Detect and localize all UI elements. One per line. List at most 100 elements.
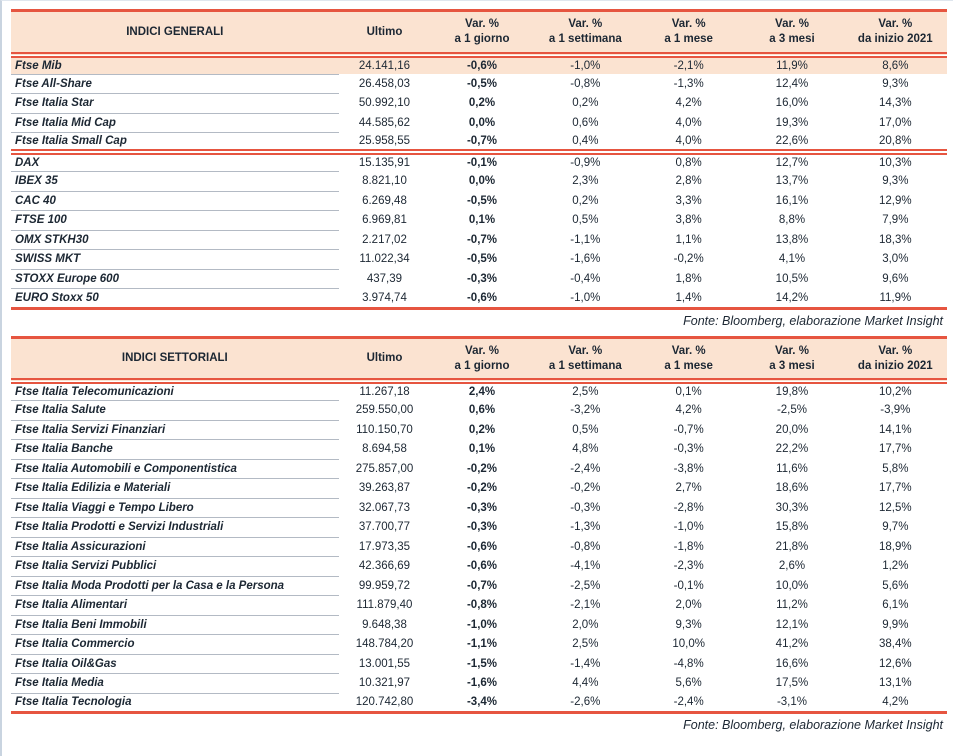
var-3months-value: 2,6% [778,560,806,573]
var-1day-value: -0,3% [466,521,498,534]
ultimo-value: 11.022,34 [359,253,410,266]
indici-settoriali-section: INDICI SETTORIALI Ultimo Var. % a 1 giorno… [11,335,947,739]
table-header-row: INDICI GENERALI Ultimo Var. % a 1 giorno Va… [11,9,947,58]
var-ytd-value: 38,4% [879,638,912,651]
var-1month-value: 9,3% [675,618,702,631]
var-1week-value: -2,4% [570,462,601,475]
var-1day-value: -0,2% [466,482,498,495]
index-name: EURO Stoxx 50 [11,288,339,310]
column-header: Var. % a 3 mesi [740,335,844,384]
var-3months-value: 21,8% [775,540,809,553]
var-3months-value: 11,2% [776,599,808,612]
var-ytd-value: 6,1% [882,599,909,612]
index-name: Ftse Italia Edilizia e Materiali [11,478,339,499]
var-1day-value: -0,8% [466,599,498,612]
column-header: Var. % a 1 mese [636,9,741,58]
var-1week-value: -3,2% [570,404,601,417]
table-row: EURO Stoxx 50 3.974,74 -0,6% -1,0% 1,4% 14,2%… [11,288,947,310]
var-1day-value: 0,1% [468,214,496,227]
var-1week-value: -2,5% [570,579,601,592]
var-1day-value: -0,7% [466,233,498,246]
var-1month-value: -1,3% [673,77,704,90]
ultimo-value: 24.141,16 [338,54,431,74]
column-header: Var. % da inizio 2021 [843,9,947,58]
index-name: Ftse Italia Media [11,673,339,694]
index-name: Ftse Italia Banche [11,439,339,460]
table-row: Ftse Italia Commercio 148.784,20 -1,1% 2,5%… [11,634,947,655]
var-1month-value: 2,0% [675,599,702,612]
column-header: Var. % a 1 settimana [533,9,637,58]
table-row: Ftse Italia Tecnologia 120.742,80 -3,4% -2,… [11,693,947,714]
var-1day-value: -1,5% [466,657,498,670]
var-1week-value: -2,1% [570,599,601,612]
var-3months-value: 4,1% [778,253,806,266]
var-ytd-value: 7,9% [882,214,909,227]
ultimo-value: 99.959,72 [358,579,411,592]
table-title: INDICI SETTORIALI [11,335,339,384]
var-1month-value: 10,0% [672,638,705,651]
table-title: INDICI GENERALI [11,9,339,58]
index-name: Ftse Italia Viaggi e Tempo Libero [11,498,339,518]
ultimo-value: 2.217,02 [362,233,407,246]
var-ytd-value: 9,3% [882,175,909,188]
var-1day-value: 0,2% [468,423,496,436]
var-3months-value: 18,6% [775,482,809,495]
var-1day-value: -0,6% [466,540,498,553]
var-1month-value: -2,8% [673,501,704,514]
var-3months-value: 41,2% [775,638,809,651]
index-name: Ftse Italia Small Cap [11,132,339,155]
var-ytd-value: 17,0% [879,116,912,129]
var-1week-value: -0,8% [570,77,601,90]
var-ytd-value: 17,7% [879,482,912,495]
ultimo-value: 9.648,38 [362,618,407,631]
var-3months-value: 11,6% [776,462,808,475]
var-1day-value: -1,6% [466,677,498,690]
var-1day-value: -0,2% [466,462,498,475]
table-row: DAX 15.135,91 -0,1% -0,9% 0,8% 12,7% 10,3% [11,152,947,172]
var-1day-value: 0,0% [468,116,496,129]
var-1day-value: 0,1% [468,443,496,456]
var-1week-value: -0,9% [570,157,601,170]
ultimo-value: 111.879,40 [356,599,413,612]
table-row: Ftse Italia Servizi Pubblici 42.366,69 -0,… [11,556,947,577]
var-3months-value: 22,2% [775,443,809,456]
var-3months-value: 10,0% [775,579,809,592]
ultimo-value: 8.694,58 [362,443,407,456]
table-row: Ftse Italia Moda Prodotti per la Casa e … [11,576,947,596]
table-row: Ftse Italia Media 10.321,97 -1,6% 4,4% 5,6% 1… [11,673,947,694]
column-header: Var. % da inizio 2021 [843,335,947,384]
var-1day-value: -0,3% [466,501,498,514]
column-header: Var. % a 1 settimana [533,335,637,384]
source-note: Fonte: Bloomberg, elaborazione Market In… [683,313,943,328]
var-1month-value: -0,1% [673,579,704,592]
var-1day-value: -3,4% [430,693,534,714]
table-row: Ftse Italia Automobili e Componentistica… [11,459,947,479]
index-name: OMX STKH30 [11,230,339,250]
column-header: Ultimo [338,335,431,384]
var-1week-value: 4,8% [572,443,599,456]
var-1month-value: 3,3% [675,194,702,207]
table-row: Ftse Italia Viaggi e Tempo Libero 32.067,… [11,498,947,518]
var-1month-value: 4,0% [636,132,741,155]
index-name: Ftse Italia Mid Cap [11,113,339,133]
index-name: CAC 40 [11,191,339,211]
var-1week-value: 0,2% [572,194,599,207]
index-name: Ftse Italia Salute [11,400,339,421]
var-3months-value: 8,8% [778,214,806,227]
var-1week-value: 2,5% [572,386,599,399]
var-ytd-value: 1,2% [882,560,909,573]
var-1day-value: -0,7% [466,579,498,592]
index-name: IBEX 35 [11,171,339,192]
var-ytd-value: 14,3% [879,97,912,110]
ultimo-value: 25.958,55 [338,132,431,155]
var-3months-value: 30,3% [775,501,809,514]
var-1day-value: 0,2% [468,97,496,110]
ultimo-value: 10.321,97 [358,677,411,690]
index-name: Ftse Italia Star [11,93,339,114]
var-1day-value: -0,5% [466,253,498,266]
var-1week-value: 2,0% [572,618,599,631]
var-1week-value: -0,8% [570,540,601,553]
ultimo-value: 3.974,74 [338,288,431,310]
var-ytd-value: 9,6% [882,272,909,285]
table-row: Ftse Italia Small Cap 25.958,55 -0,7% 0,4% 4… [11,132,947,155]
